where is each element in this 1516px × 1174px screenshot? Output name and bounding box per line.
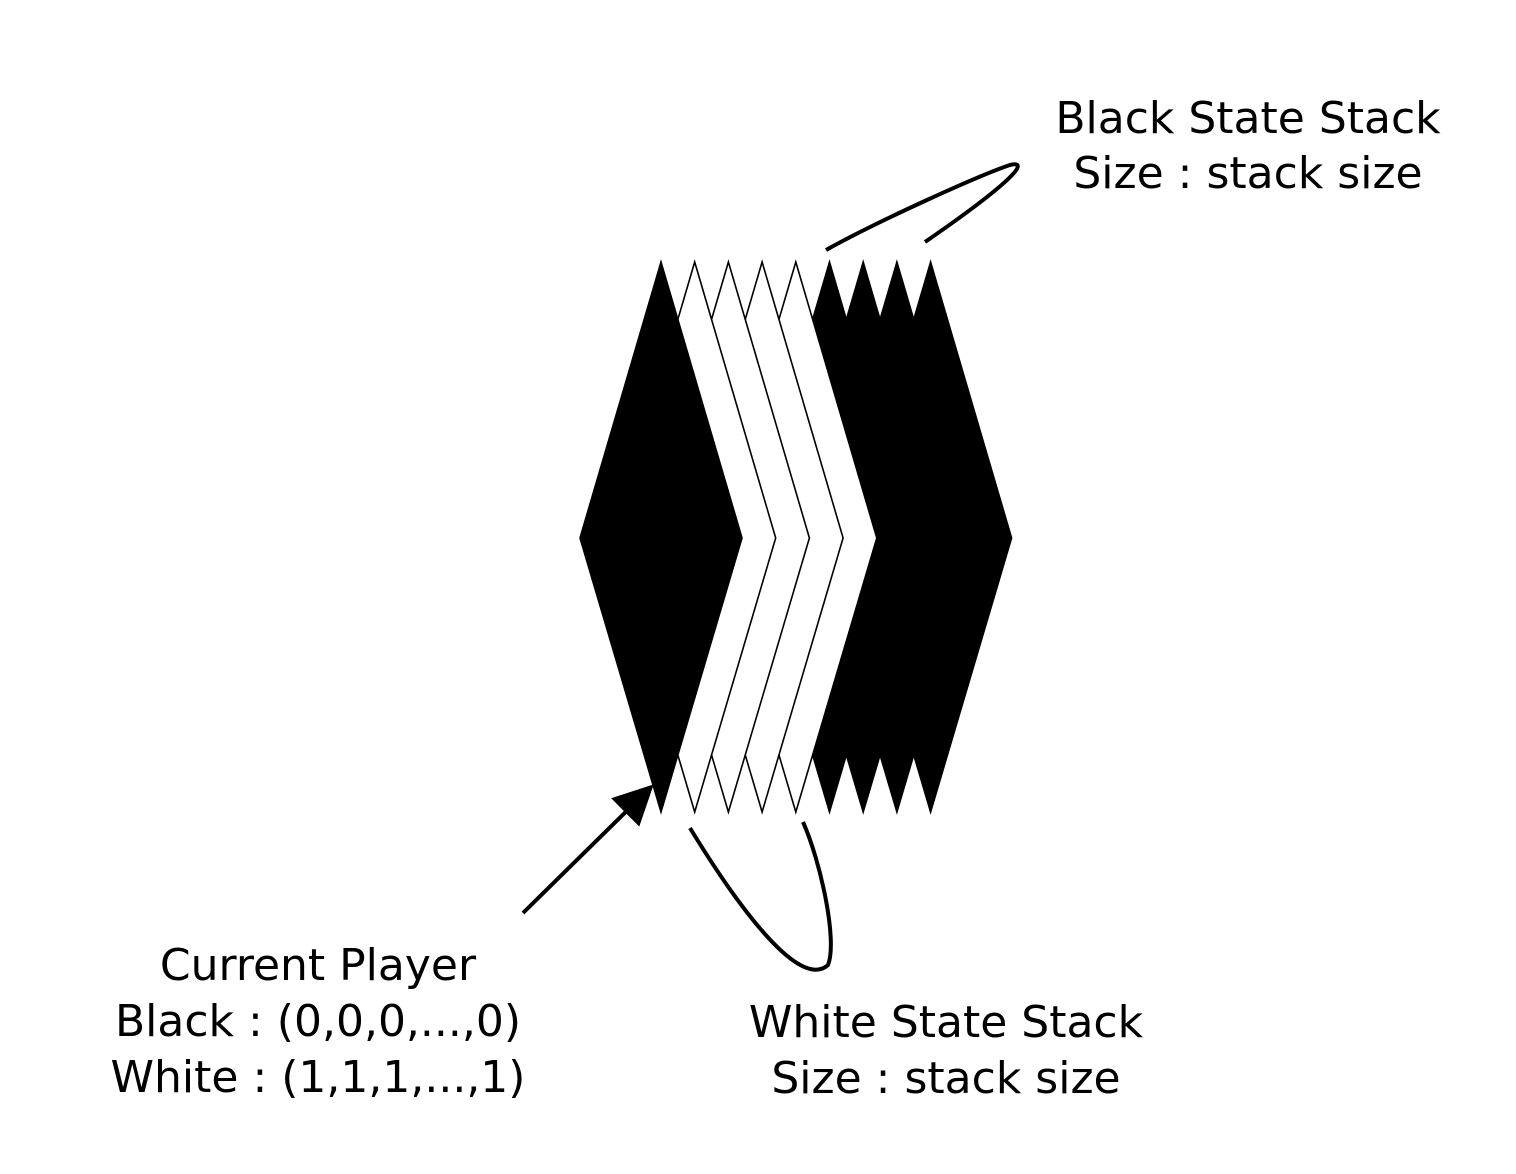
white-stack-label: White State Stack Size : stack size [749,997,1144,1104]
white-stack-title: White State Stack [749,997,1144,1048]
white-stack-brace [688,821,833,972]
current-player-arrow [521,784,654,915]
black-stack-size: Size : stack size [1073,148,1422,199]
black-stack-brace [825,162,1020,252]
current-player-title: Current Player [160,940,477,991]
black-stack-label: Black State Stack Size : stack size [1055,93,1441,199]
plane-current-player-0 [579,259,743,815]
current-player-label: Current Player Black : (0,0,0,...,0) Whi… [111,940,526,1103]
white-stack-size: Size : stack size [771,1053,1120,1104]
current-player-white-value: White : (1,1,1,...,1) [111,1052,526,1103]
current-player-black-value: Black : (0,0,0,...,0) [115,996,521,1047]
black-stack-title: Black State Stack [1055,93,1441,144]
plane-stack [579,259,1013,815]
